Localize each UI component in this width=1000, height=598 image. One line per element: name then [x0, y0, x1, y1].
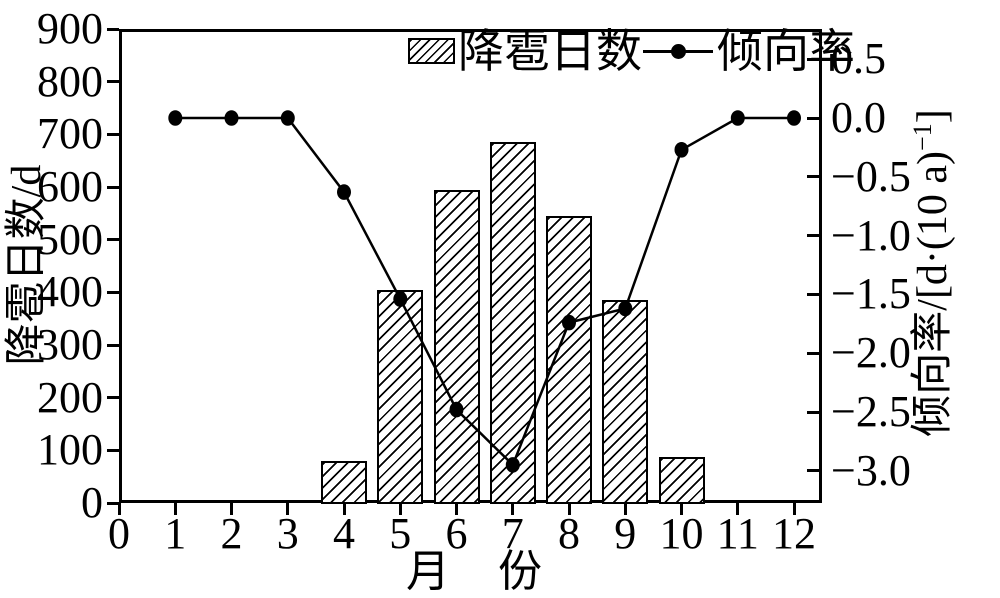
x-axis-tick	[623, 503, 627, 515]
x-axis-tick-label: 7	[501, 509, 524, 558]
left-axis-tick	[107, 448, 119, 452]
x-axis-tick	[680, 503, 683, 515]
x-axis-tick	[342, 503, 346, 515]
hail-days-bar-month-5	[377, 289, 424, 504]
hail-days-bar-month-8	[546, 215, 592, 504]
x-axis-tick	[736, 503, 740, 515]
hail-days-bar-month-6	[433, 189, 480, 504]
right-axis-tick	[807, 175, 819, 179]
left-axis-title-text: 降雹日数/d	[4, 164, 50, 366]
x-axis-tick	[286, 503, 290, 515]
x-axis-tick-label: 1	[164, 509, 187, 558]
left-axis-tick-label: 800	[37, 56, 103, 106]
legend-line-label: 倾向率	[717, 26, 855, 77]
x-axis-tick-label: 8	[558, 509, 580, 558]
x-axis-tick-label: 4	[333, 509, 355, 558]
right-axis-title-text: 倾向率/[d·(10 a)	[910, 150, 956, 437]
right-axis-tick	[807, 57, 819, 61]
hail-days-bar-month-9	[602, 300, 649, 504]
legend: 降雹日数 倾向率	[408, 28, 855, 78]
right-axis-tick-label: −2.0	[831, 328, 911, 378]
right-axis-tick	[807, 116, 819, 120]
x-axis-tick	[230, 503, 233, 515]
legend-bar-swatch	[408, 38, 455, 64]
right-axis-tick-label: 0.5	[831, 34, 886, 84]
right-axis-tick	[807, 469, 819, 473]
right-axis-tick-label: −1.0	[831, 210, 911, 260]
left-axis-tick	[107, 343, 119, 347]
right-axis-tick-label: −2.5	[831, 387, 911, 436]
left-axis-tick-label: 500	[37, 214, 103, 264]
right-axis-tick-label: −0.5	[831, 151, 911, 201]
x-axis-tick-label: 12	[772, 509, 816, 558]
left-axis-tick	[107, 185, 119, 189]
left-axis-tick-label: 0	[81, 478, 103, 527]
hail-days-bar-month-10	[658, 456, 705, 504]
x-axis-tick-label: 3	[276, 509, 299, 558]
right-axis-title-bracket: ]	[910, 109, 956, 124]
legend-line-dot	[671, 44, 686, 59]
x-axis-tick	[117, 503, 121, 515]
left-axis-tick-label: 400	[37, 267, 103, 317]
right-axis-tick-label: 0.0	[831, 93, 886, 142]
x-axis-title: 月 份	[406, 547, 544, 596]
right-axis-tick	[807, 351, 819, 355]
left-axis-title: 降雹日数/d	[4, 150, 50, 380]
x-axis-tick-label: 10	[659, 509, 704, 558]
left-axis-tick	[107, 132, 119, 136]
left-axis-tick	[107, 80, 119, 84]
left-axis-tick-label: 300	[37, 320, 103, 369]
x-axis-tick	[173, 503, 177, 515]
legend-bar-label: 降雹日数	[458, 26, 642, 77]
x-axis-tick	[455, 503, 458, 515]
x-axis-tick-label: 9	[614, 509, 637, 558]
x-axis-tick-label: 6	[445, 509, 468, 558]
left-axis-tick-label: 100	[37, 425, 103, 475]
right-axis-tick	[807, 234, 819, 238]
right-axis-title-superscript: −1	[908, 123, 937, 151]
hail-days-bar-month-4	[321, 460, 367, 504]
left-axis-tick-label: 200	[37, 372, 103, 422]
x-axis-tick	[792, 503, 796, 515]
left-axis-tick-label: 900	[37, 4, 103, 53]
hail-days-bar-month-7	[489, 142, 536, 504]
left-axis-tick-label: 700	[37, 109, 103, 159]
left-axis-tick	[107, 27, 119, 31]
left-axis-tick	[107, 238, 119, 242]
left-axis-tick	[107, 396, 119, 400]
x-axis-tick-label: 11	[716, 509, 759, 558]
x-axis-tick	[511, 503, 515, 515]
right-axis-tick	[807, 410, 819, 414]
x-axis-tick-label: 2	[220, 509, 243, 558]
right-axis-tick	[807, 292, 819, 296]
x-axis-tick-label: 5	[389, 509, 412, 558]
left-axis-tick-label: 600	[37, 162, 103, 211]
left-axis-tick	[107, 501, 119, 505]
x-axis-tick	[398, 503, 402, 515]
legend-line-symbol	[643, 28, 713, 76]
x-axis-tick	[567, 503, 571, 515]
x-axis-tick-label: 0	[108, 509, 130, 558]
right-axis-title: 倾向率/[d·(10 a)−1]	[902, 108, 956, 438]
right-axis-tick-label: −3.0	[831, 445, 911, 495]
left-axis-tick	[107, 290, 119, 294]
right-axis-tick-label: −1.5	[831, 269, 911, 319]
